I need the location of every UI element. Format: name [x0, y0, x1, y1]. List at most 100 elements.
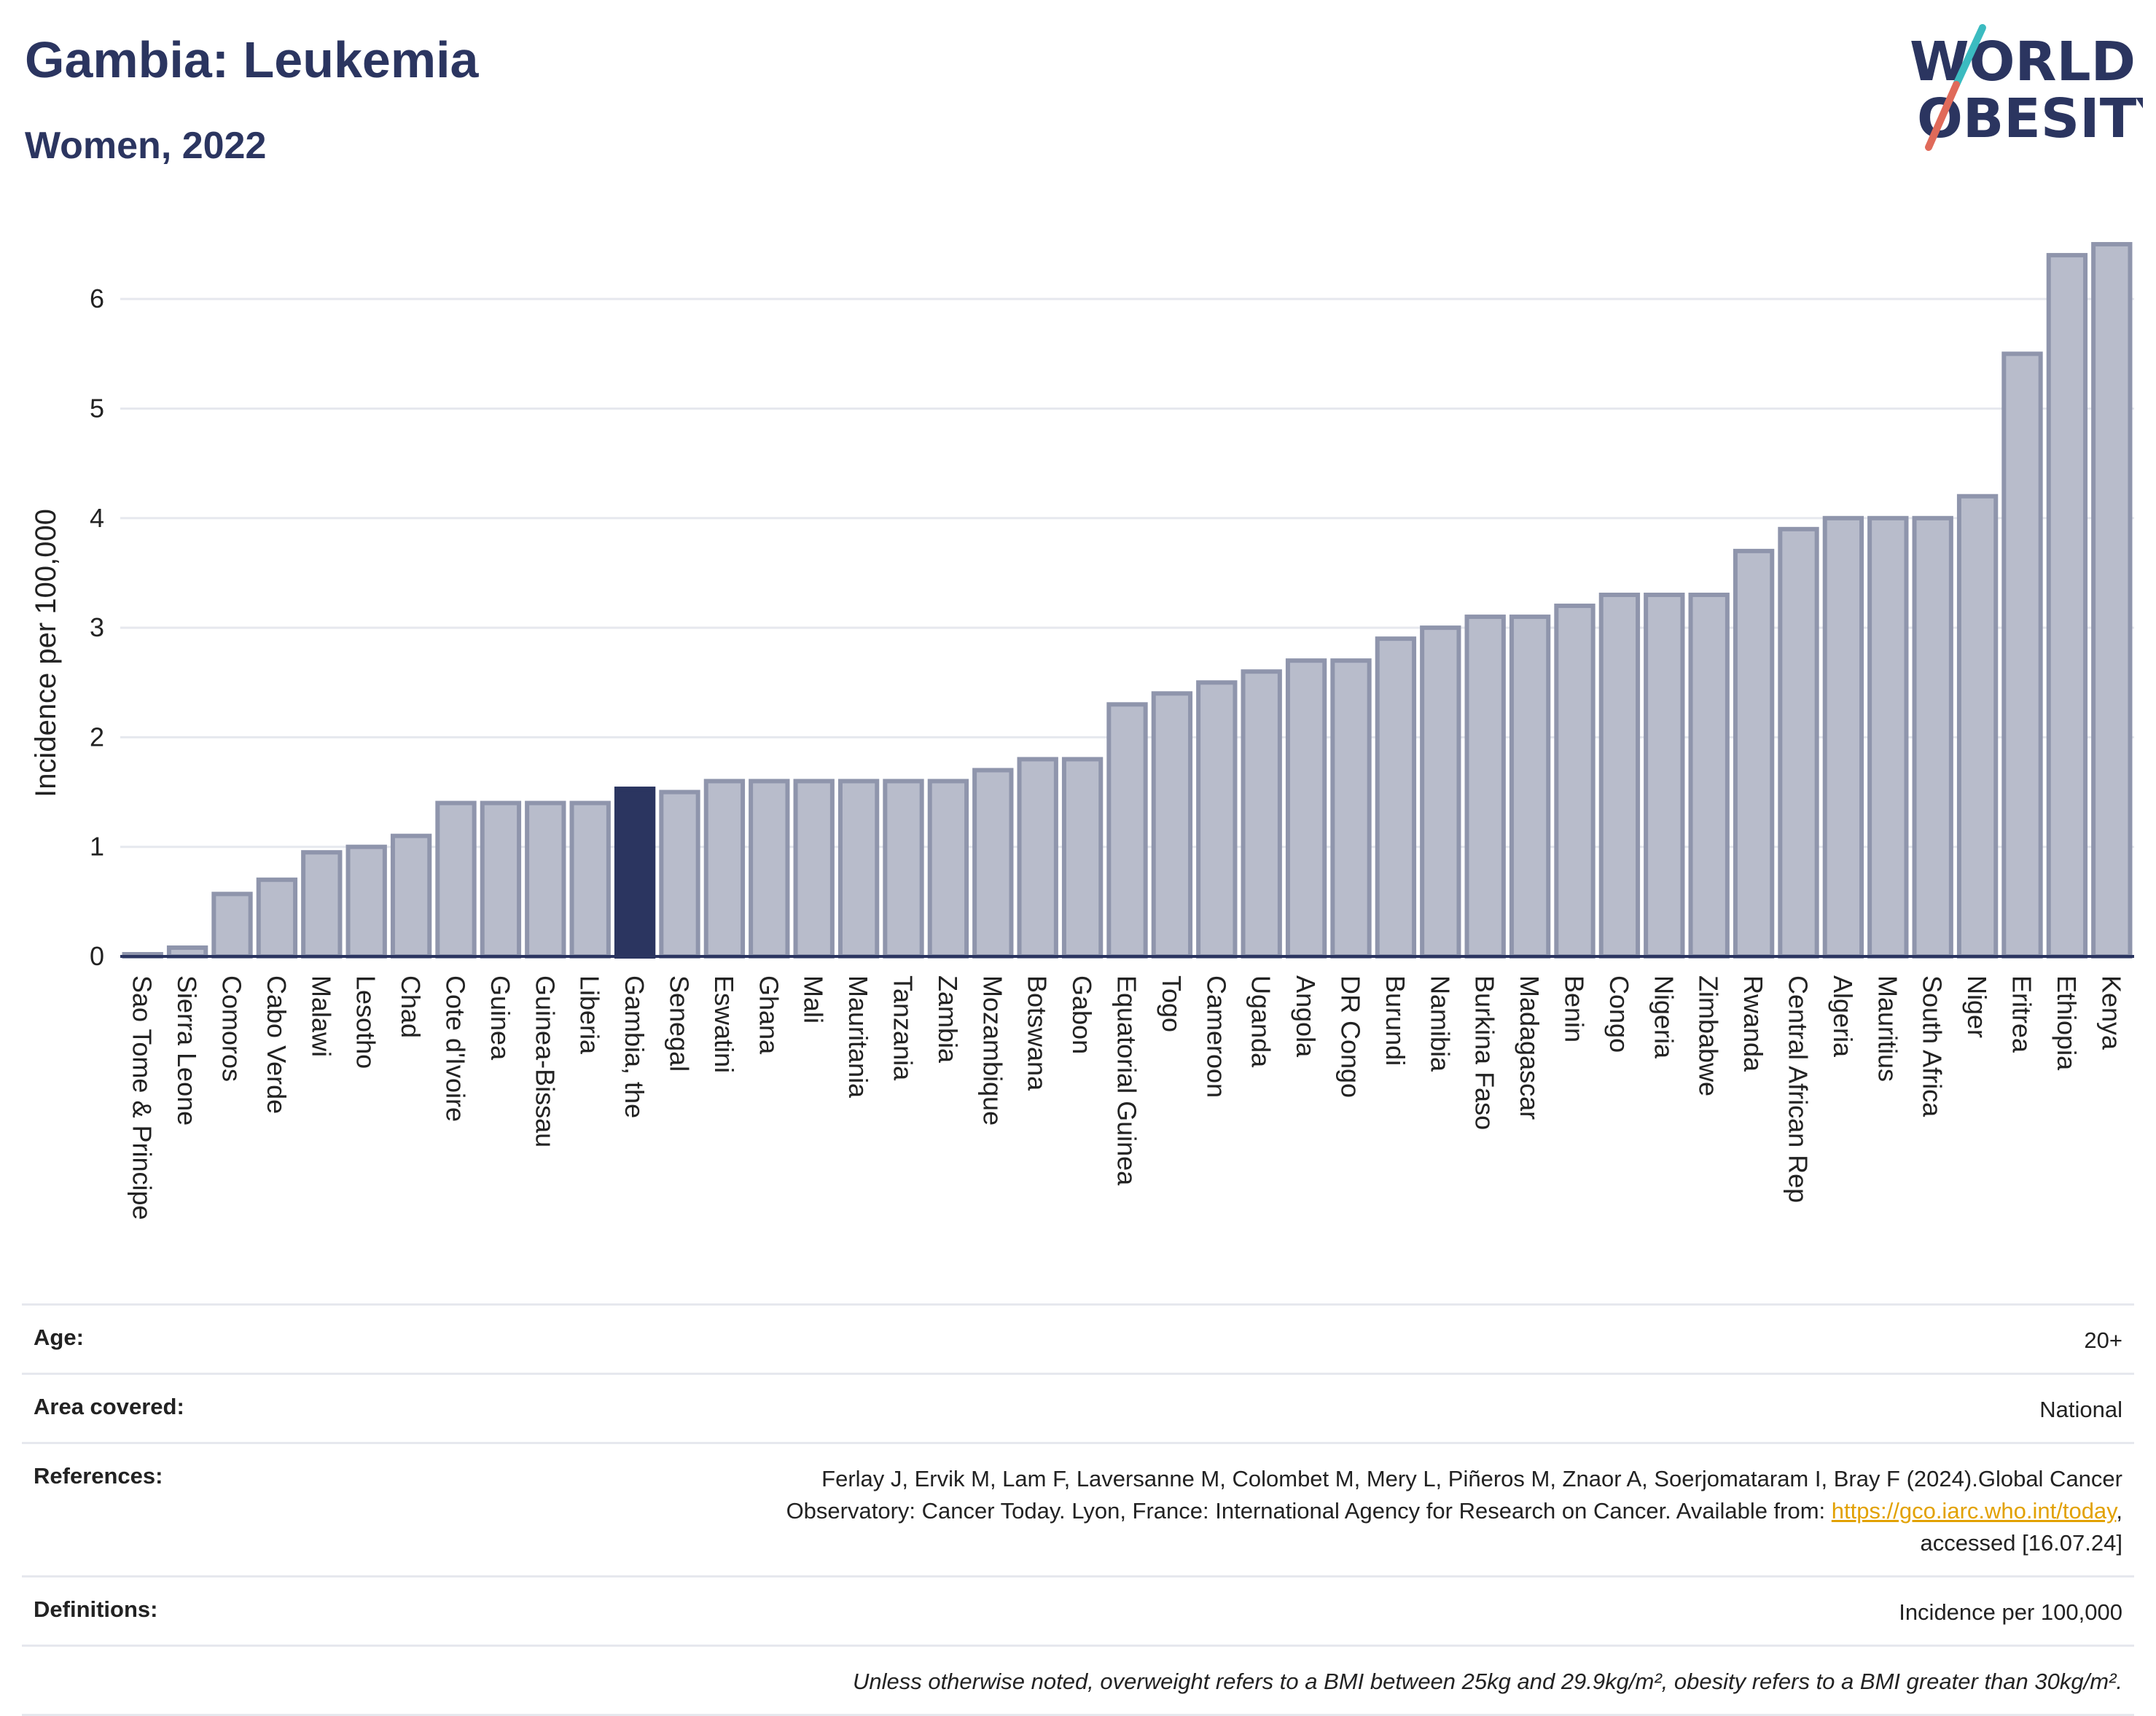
bar: [703, 779, 746, 959]
bar: [525, 800, 566, 959]
x-tick-label: Eritrea: [2007, 975, 2037, 1053]
svg-text:WORLD: WORLD: [1910, 31, 2136, 93]
references-link[interactable]: https://gco.iarc.who.int/today: [1831, 1498, 2117, 1524]
x-tick-label: Mali: [799, 975, 829, 1023]
y-tick-label: 1: [90, 832, 104, 862]
x-tick-label: Kenya: [2096, 975, 2126, 1050]
y-axis-label: Incidence per 100,000: [30, 509, 62, 797]
bar: [1330, 658, 1372, 959]
area-label: Area covered:: [34, 1394, 184, 1419]
bar: [1688, 593, 1730, 959]
bar: [793, 779, 835, 959]
x-tick-label: Togo: [1157, 975, 1187, 1032]
age-label: Age:: [34, 1325, 84, 1350]
bar: [256, 877, 298, 959]
bar: [1598, 593, 1641, 959]
x-tick-label: Comoros: [217, 975, 247, 1082]
x-tick-label: Senegal: [665, 975, 695, 1072]
x-tick-label: Cameroon: [1201, 975, 1231, 1098]
y-tick-label: 4: [90, 503, 104, 533]
x-tick-label: Tanzania: [888, 975, 918, 1081]
references-label: References:: [34, 1463, 163, 1489]
x-tick-label: Burkina Faso: [1470, 975, 1500, 1130]
x-tick-label: Malawi: [306, 975, 336, 1057]
x-tick-label: Angola: [1291, 975, 1321, 1058]
x-tick-label: Sao Tome & Principe: [128, 975, 157, 1220]
x-tick-label: Mauritius: [1872, 975, 1902, 1082]
bar: [1464, 615, 1506, 959]
bmi-note: Unless otherwise noted, overweight refer…: [852, 1669, 2122, 1694]
x-tick-label: Ghana: [754, 975, 784, 1055]
y-tick-label: 0: [90, 941, 104, 971]
x-tick-label: Cote d'Ivoire: [441, 975, 471, 1122]
bar: [2091, 242, 2133, 959]
x-tick-label: Liberia: [575, 975, 605, 1055]
x-tick-label: Eswatini: [709, 975, 739, 1073]
x-tick-label: Botswana: [1023, 975, 1052, 1091]
x-tick-label: Zambia: [933, 975, 963, 1064]
x-tick-label: South Africa: [1918, 975, 1948, 1118]
x-tick-label: Cabo Verde: [262, 975, 292, 1114]
x-tick-label: Gabon: [1067, 975, 1097, 1054]
x-tick-label: DR Congo: [1336, 975, 1366, 1098]
y-tick-label: 2: [90, 722, 104, 752]
page-subtitle: Women, 2022: [25, 125, 267, 167]
bar: [1420, 625, 1461, 959]
x-tick-label: Guinea-Bissau: [530, 975, 560, 1147]
bar: [1509, 615, 1551, 959]
bar: [1956, 494, 1999, 959]
x-tick-label: Burundi: [1380, 975, 1410, 1066]
bar: [569, 800, 611, 959]
bar: [1106, 702, 1148, 959]
bar: [883, 779, 924, 959]
bar: [1285, 658, 1327, 959]
x-tick-label: Lesotho: [351, 975, 381, 1069]
bar: [1822, 515, 1864, 959]
bar: [1733, 548, 1775, 959]
definitions-row: Definitions: Incidence per 100,000: [22, 1575, 2134, 1645]
bar: [480, 800, 522, 959]
bar: [972, 768, 1014, 959]
references-value: Ferlay J, Ervik M, Lam F, Laversanne M, …: [786, 1466, 2122, 1556]
x-tick-label: Chad: [396, 975, 426, 1038]
bar: [927, 779, 969, 959]
x-tick-label: Guinea: [485, 975, 515, 1061]
x-tick-label: Niger: [1962, 975, 1992, 1038]
bar: [837, 779, 880, 959]
bar: [1867, 515, 1909, 959]
x-tick-label: Uganda: [1246, 975, 1276, 1068]
metadata-table: Age: 20+ Area covered: National Referenc…: [22, 1303, 2134, 1716]
definitions-value: Incidence per 100,000: [1899, 1599, 2122, 1625]
x-tick-label: Nigeria: [1649, 975, 1679, 1059]
bar: [1196, 680, 1238, 959]
bar: [1375, 636, 1417, 959]
x-tick-label: Benin: [1560, 975, 1590, 1042]
bar: [1061, 757, 1104, 959]
bar: [1644, 593, 1685, 959]
area-row: Area covered: National: [22, 1373, 2134, 1442]
bar: [301, 850, 343, 959]
bar: [749, 779, 790, 959]
svg-text:OBESITY: OBESITY: [1917, 87, 2143, 150]
bar: [345, 844, 387, 959]
definitions-label: Definitions:: [34, 1596, 158, 1622]
y-tick-label: 5: [90, 393, 104, 423]
bar: [2046, 253, 2088, 959]
highlighted-bar: [614, 787, 656, 959]
x-tick-label: Zimbabwe: [1694, 975, 1724, 1096]
references-row: References: Ferlay J, Ervik M, Lam F, La…: [22, 1442, 2134, 1575]
bar: [435, 800, 477, 959]
x-tick-label: Namibia: [1425, 975, 1455, 1072]
bar: [1241, 669, 1282, 959]
bar-chart: 0 1 2 3 4 5 6 Incidence per 100,000 Sao Tome & P…: [30, 242, 2134, 1220]
bar: [211, 892, 253, 959]
x-tick-label: Mauritania: [843, 975, 873, 1099]
page-title: Gambia: Leukemia: [25, 31, 479, 88]
y-tick-label: 3: [90, 612, 104, 642]
x-tick-label: Gambia, the: [620, 975, 649, 1118]
x-tick-label: Algeria: [1828, 975, 1858, 1058]
x-tick-label: Madagascar: [1515, 975, 1544, 1120]
x-tick-label: Sierra Leone: [172, 975, 202, 1126]
x-tick-label: Congo: [1604, 975, 1634, 1053]
age-value: 20+: [2084, 1327, 2122, 1353]
